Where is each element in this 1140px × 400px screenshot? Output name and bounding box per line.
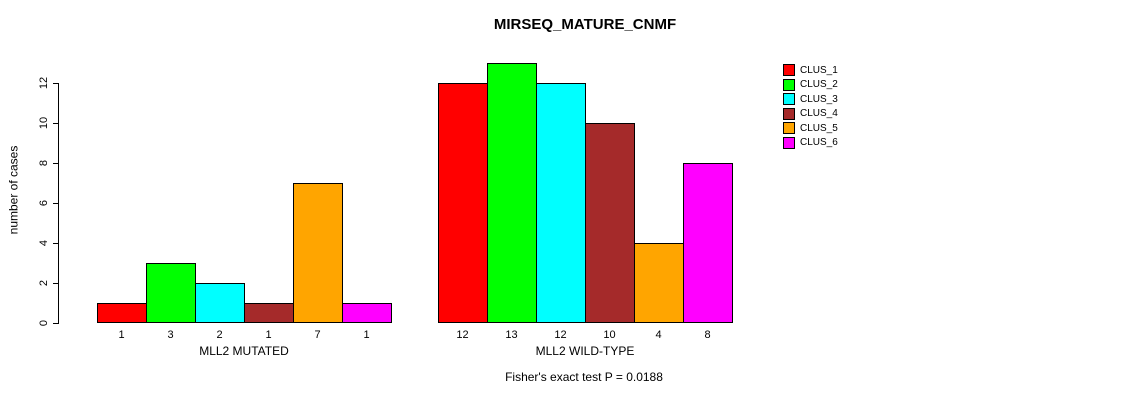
y-axis-line — [58, 83, 59, 324]
bar-value-label: 10 — [603, 329, 616, 341]
y-axis-tick — [53, 123, 58, 124]
y-tick-label-text: 0 — [38, 319, 50, 327]
bar-value-label: 1 — [118, 329, 125, 341]
y-axis-tick — [53, 243, 58, 244]
legend-label: CLUS_4 — [800, 108, 838, 119]
y-tick-label-text: 6 — [38, 199, 50, 207]
y-axis-title-text: number of cases — [6, 145, 20, 235]
legend-label: CLUS_5 — [800, 122, 838, 134]
legend-entry: CLUS_4 — [783, 107, 838, 120]
bar-value-label: 12 — [554, 329, 567, 341]
legend-swatch-clus_3 — [783, 93, 795, 105]
bar-clus_6-group2 — [683, 163, 733, 323]
legend-swatch-clus_2 — [783, 78, 795, 91]
y-axis-tick — [53, 283, 58, 284]
y-tick-label: 2 — [24, 263, 64, 303]
legend-label: CLUS_6 — [800, 137, 838, 148]
bar-clus_2-group1 — [146, 263, 196, 323]
bar-clus_4-group1 — [244, 303, 294, 323]
bar-clus_2-group2 — [487, 63, 537, 323]
y-tick-label: 8 — [24, 143, 64, 183]
y-tick-label-text: 2 — [38, 279, 50, 287]
bar-clus_1-group2 — [438, 83, 488, 323]
legend-entry: CLUS_5 — [783, 122, 838, 134]
y-tick-label: 12 — [24, 63, 64, 103]
y-tick-label-text: 8 — [38, 159, 50, 167]
bar-value-label: 3 — [167, 329, 174, 341]
legend-entry: CLUS_1 — [783, 64, 838, 76]
y-tick-label: 4 — [24, 223, 64, 263]
y-tick-label: 10 — [24, 103, 64, 143]
bar-value-label: 8 — [704, 329, 711, 341]
legend-label: CLUS_1 — [800, 64, 838, 76]
bar-clus_3-group1 — [195, 283, 245, 323]
legend-label: CLUS_3 — [800, 93, 838, 105]
bar-clus_6-group1 — [342, 303, 392, 323]
legend-entry: CLUS_2 — [783, 78, 838, 91]
bar-clus_4-group2 — [585, 123, 635, 323]
y-tick-label-text: 10 — [38, 116, 50, 130]
bar-value-label: 7 — [314, 329, 321, 341]
y-axis-tick — [53, 203, 58, 204]
legend-swatch-clus_4 — [783, 107, 795, 120]
group-label: MLL2 WILD-TYPE — [535, 344, 635, 358]
footnote-pvalue: Fisher's exact test P = 0.0188 — [505, 370, 663, 384]
chart-title: MIRSEQ_MATURE_CNMF — [493, 16, 677, 33]
bar-value-label: 13 — [505, 329, 518, 341]
group-label: MLL2 MUTATED — [199, 344, 289, 358]
y-axis-tick — [53, 163, 58, 164]
bar-clus_3-group2 — [536, 83, 586, 323]
bar-clus_5-group2 — [634, 243, 684, 323]
bar-value-label: 2 — [216, 329, 223, 341]
bar-value-label: 4 — [655, 329, 662, 341]
bar-clus_1-group1 — [97, 303, 147, 323]
y-axis-tick — [53, 83, 58, 84]
legend-swatch-clus_6 — [783, 136, 795, 149]
bar-clus_5-group1 — [293, 183, 343, 323]
y-tick-label-text: 4 — [38, 239, 50, 247]
y-axis-tick — [53, 323, 58, 324]
y-tick-label: 0 — [24, 303, 64, 343]
y-tick-label: 6 — [24, 183, 64, 223]
legend-swatch-clus_1 — [783, 64, 795, 76]
y-tick-label-text: 12 — [38, 76, 50, 90]
legend-entry: CLUS_6 — [783, 136, 838, 149]
bar-value-label: 12 — [456, 329, 469, 341]
legend-swatch-clus_5 — [783, 122, 795, 134]
legend-entry: CLUS_3 — [783, 93, 838, 105]
bar-value-label: 1 — [363, 329, 370, 341]
legend-label: CLUS_2 — [800, 79, 838, 90]
bar-value-label: 1 — [265, 329, 272, 341]
